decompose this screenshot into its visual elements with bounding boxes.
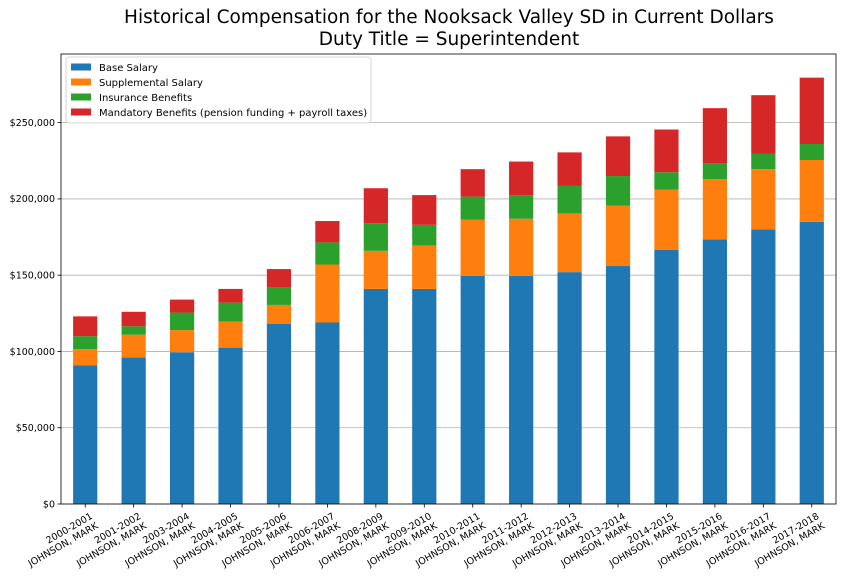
legend-swatch [71, 78, 91, 86]
bar-segment-mandatory [799, 77, 824, 144]
legend-swatch [71, 108, 91, 116]
bar-segment-insurance [73, 336, 98, 350]
bar-segment-base [605, 266, 631, 504]
bar-segment-supplemental [218, 321, 243, 348]
bar-segment-insurance [557, 185, 582, 214]
legend-swatch [71, 93, 91, 101]
bar-segment-insurance [799, 144, 824, 161]
y-tick-label: $100,000 [10, 347, 55, 358]
y-tick-label: $150,000 [10, 270, 55, 281]
bar-segment-mandatory [218, 288, 243, 303]
legend-entry: Mandatory Benefits (pension funding + pa… [99, 108, 367, 119]
bar-segment-mandatory [509, 161, 534, 196]
bar-segment-supplemental [509, 218, 534, 276]
bar-segment-insurance [605, 176, 631, 206]
bar-segment-mandatory [315, 221, 340, 243]
legend-swatch [71, 63, 91, 71]
bars [73, 77, 824, 505]
bar-segment-supplemental [315, 264, 340, 323]
bar-segment-mandatory [557, 152, 582, 186]
y-tick-label: $50,000 [16, 423, 55, 434]
bar-segment-mandatory [412, 195, 437, 225]
bar-segment-insurance [654, 172, 679, 190]
bar-segment-base [751, 229, 776, 505]
bar-segment-mandatory [266, 269, 292, 288]
bar-segment-base [315, 322, 340, 504]
bar-segment-insurance [460, 196, 485, 220]
bar-segment-base [799, 221, 824, 504]
bar-segment-insurance [121, 326, 146, 335]
bar-segment-supplemental [121, 334, 146, 358]
bar-segment-supplemental [266, 304, 292, 324]
bar-segment-mandatory [363, 188, 388, 224]
bar-segment-mandatory [605, 136, 631, 177]
legend-entry: Supplemental Salary [99, 78, 203, 89]
bar-segment-base [509, 275, 534, 504]
legend: Base Salary Supplemental Salary Insurance … [65, 56, 372, 124]
bar-segment-mandatory [702, 108, 728, 164]
bar-segment-base [460, 275, 485, 504]
bar-segment-base [412, 288, 437, 504]
bar-segment-insurance [702, 163, 728, 180]
legend-entry: Base Salary [99, 63, 158, 74]
bar-segment-base [266, 324, 292, 504]
chart-title-line1: Historical Compensation for the Nooksack… [124, 7, 774, 28]
bar-segment-mandatory [654, 129, 679, 173]
legend-entry: Insurance Benefits [99, 93, 192, 104]
y-tick-label: $250,000 [10, 118, 55, 129]
bar-segment-base [73, 365, 98, 504]
bar-segment-mandatory [460, 169, 485, 197]
bar-segment-insurance [315, 242, 340, 265]
bar-segment-base [363, 288, 388, 504]
plot-frame [60, 53, 837, 505]
bar-segment-supplemental [460, 219, 485, 276]
chart-title: Historical Compensation for the Nooksack… [0, 7, 864, 51]
bar-segment-base [702, 239, 728, 504]
bar-segment-supplemental [751, 169, 776, 230]
bar-segment-insurance [509, 195, 534, 219]
bar-segment-supplemental [73, 349, 98, 366]
bar-segment-supplemental [605, 205, 631, 267]
legend-box [65, 56, 372, 124]
bar-segment-supplemental [363, 250, 388, 289]
bar-segment-mandatory [169, 299, 195, 313]
bar-segment-supplemental [169, 330, 195, 353]
bar-segment-insurance [169, 312, 195, 331]
y-tick-label: $0 [43, 499, 55, 510]
bar-segment-insurance [751, 153, 776, 170]
bar-segment-mandatory [73, 316, 98, 337]
bar-segment-mandatory [751, 95, 776, 154]
bar-segment-insurance [266, 287, 292, 305]
bar-segment-base [121, 357, 146, 504]
bar-segment-supplemental [412, 245, 437, 289]
bar-segment-supplemental [654, 189, 679, 251]
bar-segment-supplemental [799, 160, 824, 222]
bar-segment-base [654, 250, 679, 504]
y-tick-label: $200,000 [10, 194, 55, 205]
bar-segment-insurance [218, 302, 243, 322]
bar-segment-insurance [412, 224, 437, 246]
bar-segment-base [169, 352, 195, 504]
bar-segment-insurance [363, 223, 388, 251]
bar-segment-base [218, 347, 243, 504]
bar-segment-supplemental [557, 213, 582, 273]
bar-segment-base [557, 272, 582, 504]
bar-segment-mandatory [121, 311, 146, 327]
chart-title-line2: Duty Title = Superintendent [318, 29, 580, 50]
bar-segment-supplemental [702, 179, 728, 240]
